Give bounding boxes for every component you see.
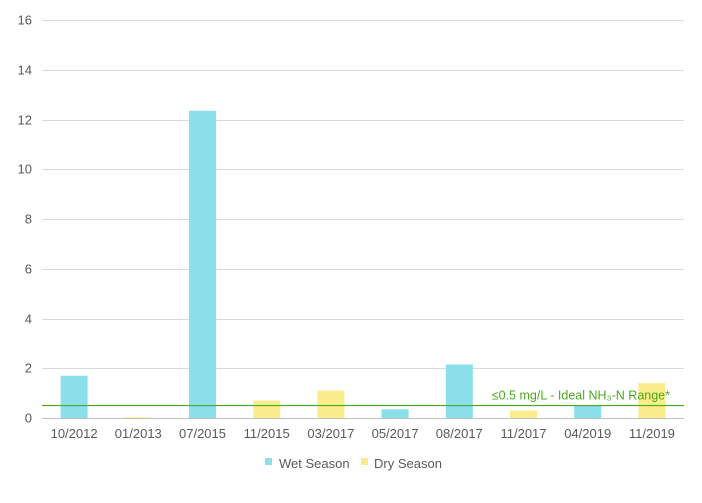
- y-tick-label: 6: [25, 262, 32, 277]
- x-tick-label: 07/2015: [179, 426, 226, 441]
- x-tick-label: 10/2012: [51, 426, 98, 441]
- y-axis: 0 2 4 6 8 10 12 14 16: [18, 13, 32, 426]
- x-tick-label: 08/2017: [436, 426, 483, 441]
- bar-dry-01-2013: [124, 417, 152, 418]
- x-tick-label: 11/2019: [629, 426, 675, 441]
- legend: Wet Season Dry Season: [265, 456, 442, 471]
- x-tick-label: 11/2017: [500, 426, 546, 441]
- legend-swatch: [361, 458, 368, 465]
- bar-wet-04-2019: [574, 405, 602, 418]
- y-tick-label: 2: [25, 361, 32, 376]
- legend-swatch: [265, 458, 272, 465]
- bar-dry-11-2017: [510, 410, 537, 418]
- bar-wet-10-2012: [60, 375, 88, 418]
- bar-wet-07-2015: [189, 110, 216, 418]
- bar-dry-11-2015: [253, 400, 281, 418]
- x-axis: 10/2012 01/2013 07/2015 11/2015 03/2017 05/20…: [51, 426, 675, 441]
- legend-label: Wet Season: [279, 456, 350, 471]
- y-tick-label: 14: [18, 63, 32, 78]
- x-tick-label: 03/2017: [307, 426, 354, 441]
- bar-wet-05-2017: [381, 409, 409, 418]
- bar-dry-11-2019: [638, 383, 666, 418]
- y-tick-label: 10: [18, 162, 32, 177]
- x-tick-label: 04/2019: [564, 426, 611, 441]
- y-tick-label: 8: [25, 212, 32, 227]
- bars: [60, 110, 666, 418]
- y-tick-label: 12: [18, 113, 32, 128]
- y-tick-label: 4: [25, 312, 32, 327]
- bar-dry-03-2017: [317, 390, 345, 418]
- reference-line-group: ≤0.5 mg/L - Ideal NH₃-N Range*: [42, 389, 684, 407]
- reference-line-label: ≤0.5 mg/L - Ideal NH₃-N Range*: [492, 389, 670, 403]
- x-tick-label: 05/2017: [372, 426, 419, 441]
- x-tick-label: 01/2013: [115, 426, 162, 441]
- y-tick-label: 0: [25, 411, 32, 426]
- y-tick-label: 16: [18, 13, 32, 28]
- legend-label: Dry Season: [374, 456, 442, 471]
- x-tick-label: 11/2015: [244, 426, 290, 441]
- bar-wet-08-2017: [445, 364, 473, 418]
- gridlines: [42, 20, 684, 419]
